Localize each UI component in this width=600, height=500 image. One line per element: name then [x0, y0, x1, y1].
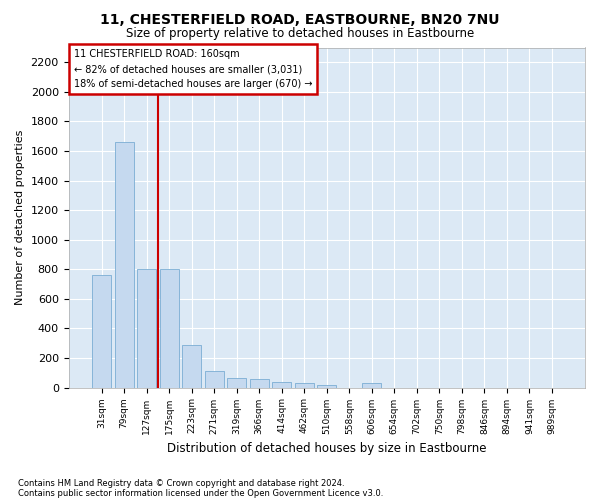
Bar — [227, 378, 246, 388]
Bar — [182, 344, 201, 388]
Bar — [115, 142, 134, 388]
Bar — [362, 383, 382, 388]
Bar — [295, 383, 314, 388]
Bar — [160, 270, 179, 388]
Text: 11 CHESTERFIELD ROAD: 160sqm
← 82% of detached houses are smaller (3,031)
18% of: 11 CHESTERFIELD ROAD: 160sqm ← 82% of de… — [74, 49, 312, 89]
X-axis label: Distribution of detached houses by size in Eastbourne: Distribution of detached houses by size … — [167, 442, 487, 455]
Bar — [317, 384, 337, 388]
Text: Size of property relative to detached houses in Eastbourne: Size of property relative to detached ho… — [126, 28, 474, 40]
Bar — [137, 270, 156, 388]
Text: Contains public sector information licensed under the Open Government Licence v3: Contains public sector information licen… — [18, 488, 383, 498]
Bar — [92, 275, 111, 388]
Bar — [205, 370, 224, 388]
Bar — [250, 380, 269, 388]
Text: 11, CHESTERFIELD ROAD, EASTBOURNE, BN20 7NU: 11, CHESTERFIELD ROAD, EASTBOURNE, BN20 … — [100, 12, 500, 26]
Text: Contains HM Land Registry data © Crown copyright and database right 2024.: Contains HM Land Registry data © Crown c… — [18, 478, 344, 488]
Bar — [272, 382, 291, 388]
Y-axis label: Number of detached properties: Number of detached properties — [15, 130, 25, 305]
